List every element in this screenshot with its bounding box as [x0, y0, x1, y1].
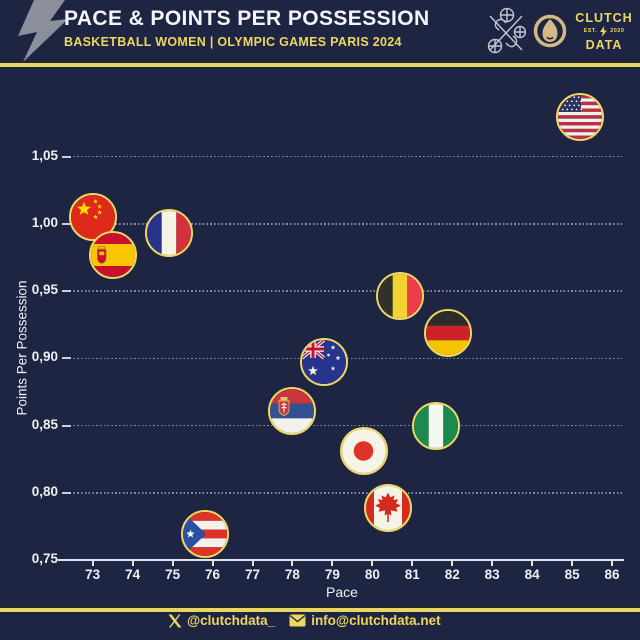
y-gridline	[62, 290, 622, 292]
x-tick-mark	[91, 561, 94, 566]
us-flag-icon	[558, 95, 603, 140]
footer: @clutchdata_ info@clutchdata.net	[168, 613, 441, 628]
de-flag-icon	[426, 310, 471, 355]
marker-nigeria	[412, 401, 461, 450]
y-tick-mark	[62, 155, 71, 158]
x-tick-mark	[331, 561, 334, 566]
header: PACE & POINTS PER POSSESSION BASKETBALL …	[0, 0, 640, 62]
y-gridline	[62, 223, 622, 225]
header-divider-line	[0, 62, 640, 67]
x-tick-mark	[491, 561, 494, 566]
x-tick-label: 77	[244, 567, 261, 582]
x-tick-mark	[171, 561, 174, 566]
y-tick-label: 0,95	[31, 282, 58, 297]
y-tick-label: 1,05	[31, 147, 58, 163]
x-tick-label: 85	[564, 567, 580, 582]
x-tick-label: 84	[524, 567, 540, 582]
marker-serbia	[268, 386, 317, 435]
x-tick-mark	[531, 561, 534, 566]
marker-germany	[424, 308, 473, 357]
x-tick-label: 86	[604, 567, 620, 582]
y-gridline	[62, 155, 622, 158]
x-tick-mark	[571, 561, 574, 566]
es-flag-icon	[90, 232, 135, 277]
y-axis-title: Points Per Possession	[14, 280, 30, 416]
x-tick-mark	[451, 561, 454, 566]
x-tick-label: 78	[284, 567, 300, 582]
brand-data: DATA	[585, 37, 623, 52]
y-tick-mark	[62, 290, 71, 292]
pr-flag-icon	[182, 512, 227, 557]
x-tick-mark	[611, 561, 614, 566]
x-tick-label: 81	[404, 567, 420, 582]
y-tick-label: 0,90	[31, 349, 58, 365]
x-tick-mark	[251, 561, 254, 566]
x-tick-label: 74	[125, 567, 141, 582]
x-tick-label: 76	[205, 567, 221, 582]
marker-spain	[88, 230, 137, 279]
marker-usa	[556, 93, 605, 142]
ca-flag-icon	[366, 485, 411, 530]
y-tick-label: 0,80	[31, 483, 58, 499]
x-tick-label: 82	[444, 567, 460, 582]
footer-divider-line	[0, 607, 640, 612]
x-tick-mark	[371, 561, 374, 566]
x-tick-label: 83	[484, 567, 500, 582]
x-tick-label: 73	[85, 567, 101, 582]
x-tick-mark	[211, 561, 214, 566]
page-subtitle: BASKETBALL WOMEN | OLYMPIC GAMES PARIS 2…	[64, 35, 402, 49]
x-tick-label: 80	[364, 567, 380, 582]
marker-japan	[340, 427, 389, 476]
marker-australia	[300, 338, 349, 387]
x-axis-line	[58, 559, 624, 561]
envelope-icon	[289, 614, 306, 627]
page-title: PACE & POINTS PER POSSESSION	[64, 7, 430, 30]
x-tick-label: 75	[165, 567, 181, 582]
be-flag-icon	[378, 274, 423, 319]
marker-china	[68, 193, 117, 242]
jp-flag-icon	[342, 429, 387, 474]
y-tick-mark	[62, 491, 71, 494]
brand-est-line: EST. 2020	[574, 25, 634, 37]
ng-flag-icon	[414, 403, 459, 448]
brand-clutch: CLUTCH	[575, 10, 633, 25]
x-tick-mark	[411, 561, 414, 566]
x-axis-title: Pace	[326, 584, 358, 600]
marker-canada	[364, 483, 413, 532]
fr-flag-icon	[146, 211, 191, 256]
y-tick-label: 0,75	[31, 551, 58, 566]
x-twitter-icon	[168, 614, 182, 627]
y-gridline	[62, 492, 622, 494]
y-tick-mark	[62, 424, 71, 427]
x-tick-label: 79	[324, 567, 340, 582]
y-tick-label: 0,85	[31, 416, 58, 432]
email-contact[interactable]: info@clutchdata.net	[289, 613, 441, 628]
y-tick-mark	[62, 222, 71, 225]
marker-france	[144, 209, 193, 258]
rs-flag-icon	[270, 388, 315, 433]
marker-puerto-rico	[180, 510, 229, 559]
clutch-data-logo: CLUTCH EST. 2020 DATA	[574, 11, 634, 52]
au-flag-icon	[302, 340, 347, 385]
x-tick-mark	[291, 561, 294, 566]
lightning-bolt-icon	[18, 0, 68, 62]
crossed-basketballs-icon	[487, 7, 526, 54]
y-tick-mark	[62, 357, 71, 360]
small-bolt-icon	[600, 25, 608, 37]
twitter-handle[interactable]: @clutchdata_	[168, 613, 275, 628]
header-logos: CLUTCH EST. 2020 DATA	[486, 6, 634, 56]
y-tick-label: 1,00	[31, 214, 58, 230]
y-gridline	[62, 424, 622, 427]
x-tick-mark	[131, 561, 134, 566]
marker-belgium	[376, 272, 425, 321]
paris-2024-flame-icon	[533, 14, 567, 48]
